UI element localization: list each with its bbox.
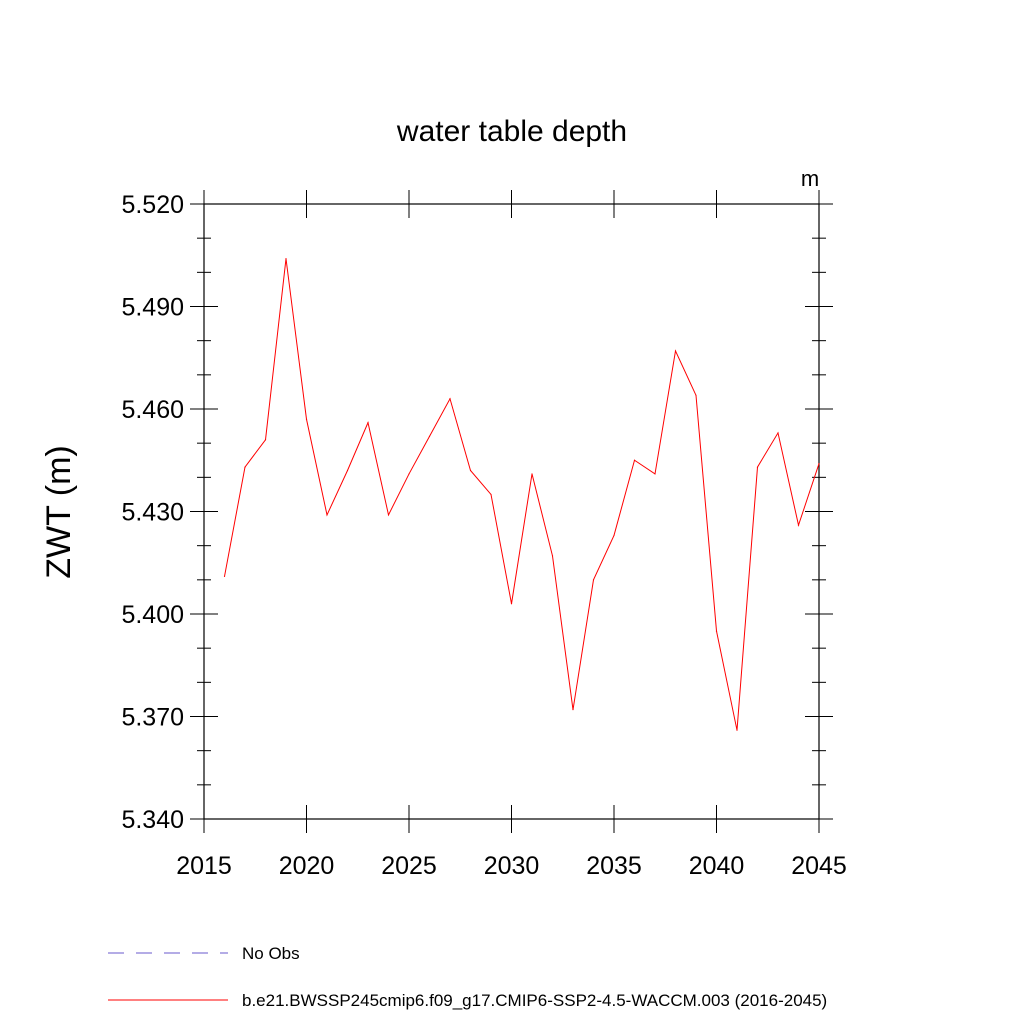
data-point	[695, 394, 697, 396]
data-point	[777, 432, 779, 434]
data-point	[346, 469, 349, 472]
data-point	[326, 514, 328, 516]
data-point	[756, 466, 759, 468]
plot-frame	[203, 203, 820, 820]
y-tick-label: 5.520	[121, 191, 184, 219]
x-tick-label: 2015	[176, 852, 232, 880]
y-tick-label: 5.460	[121, 396, 184, 424]
data-point	[285, 258, 287, 260]
x-tick-label: 2040	[689, 852, 745, 880]
data-point	[818, 463, 820, 465]
x-tick-label: 2035	[586, 852, 642, 880]
chart-title: water table depth	[396, 115, 627, 148]
y-axis-title: ZWT (m)	[40, 445, 78, 578]
legend: No Obs b.e21.BWSSP245cmip6.f09_g17.CMIP6-…	[108, 944, 827, 1010]
x-tick-label: 2045	[791, 852, 847, 880]
data-point	[613, 534, 615, 537]
data-point	[674, 350, 677, 352]
data-point	[531, 473, 533, 475]
data-point	[510, 603, 513, 605]
x-tick-label: 2030	[484, 852, 540, 880]
x-tick-label: 2025	[381, 852, 437, 880]
series-line	[224, 258, 820, 731]
data-point	[551, 555, 554, 557]
y-tick-label: 5.370	[121, 704, 184, 732]
data-point	[715, 630, 718, 632]
data-point	[797, 524, 800, 526]
data-point	[633, 459, 636, 461]
data-point	[223, 575, 226, 578]
data-point	[490, 493, 492, 496]
data-point	[469, 469, 472, 472]
y-tick-label: 5.340	[121, 806, 184, 834]
data-point	[654, 473, 656, 475]
legend-label: b.e21.BWSSP245cmip6.f09_g17.CMIP6-SSP2-4…	[242, 991, 827, 1010]
data-point	[572, 709, 574, 711]
data-point	[449, 398, 451, 400]
data-point	[408, 473, 410, 475]
y-tick-label: 5.490	[121, 294, 184, 322]
units-label: m	[801, 166, 819, 191]
data-point	[305, 418, 308, 420]
y-tick-label: 5.400	[121, 601, 184, 629]
x-tick-label: 2020	[279, 852, 335, 880]
data-point	[736, 729, 738, 731]
data-point	[387, 514, 390, 516]
series-layer	[223, 258, 820, 731]
y-tick-label: 5.430	[121, 499, 184, 527]
data-point	[264, 439, 267, 441]
axis-ticks: 5.340 5.370 5.400 5.430 5.460 5.490 5.520 2015 2…	[121, 190, 847, 880]
data-point	[367, 422, 369, 424]
data-point	[592, 579, 595, 581]
data-point	[428, 435, 431, 437]
data-point	[244, 466, 246, 468]
legend-label: No Obs	[242, 944, 300, 963]
